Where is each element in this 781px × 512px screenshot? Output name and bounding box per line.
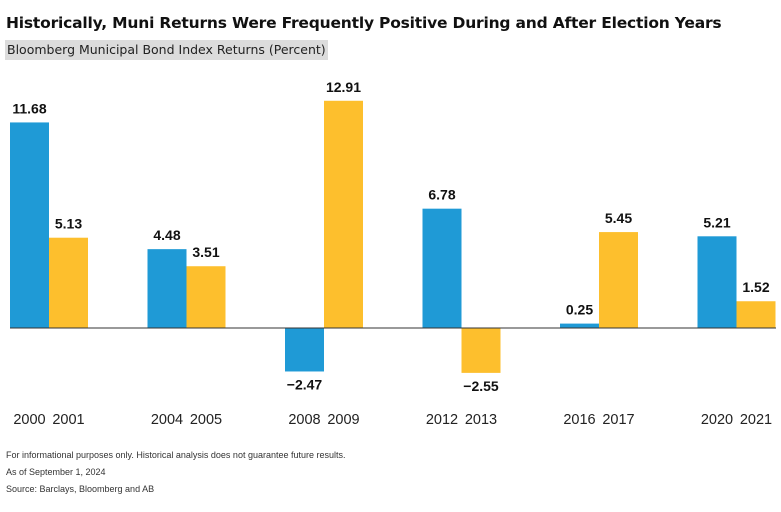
- x-tick-label-2008: 2008: [288, 412, 320, 428]
- x-tick-label-2020: 2020: [701, 412, 733, 428]
- x-tick-label-2009: 2009: [327, 412, 359, 428]
- bar-2012: [422, 208, 462, 328]
- x-tick-label-2005: 2005: [190, 412, 222, 428]
- x-tick-label-2001: 2001: [52, 412, 84, 428]
- data-label-2013: −2.55: [463, 378, 499, 394]
- bar-2013: [461, 328, 501, 373]
- data-label-2008: −2.47: [287, 376, 323, 392]
- bar-2000: [10, 122, 49, 328]
- footnote-disclaimer: For informational purposes only. Histori…: [6, 450, 346, 460]
- data-label-2001: 5.13: [55, 216, 82, 232]
- x-tick-label-2000: 2000: [13, 412, 45, 428]
- x-tick-label-2012: 2012: [426, 412, 458, 428]
- data-label-2004: 4.48: [153, 227, 180, 243]
- bar-2021: [736, 301, 776, 328]
- x-tick-label-2016: 2016: [563, 412, 595, 428]
- data-label-2016: 0.25: [566, 302, 593, 318]
- data-label-2020: 5.21: [703, 214, 730, 230]
- bar-2020: [697, 236, 737, 328]
- footnote-date: As of September 1, 2024: [6, 467, 106, 477]
- x-tick-label-2021: 2021: [740, 412, 772, 428]
- data-label-2021: 1.52: [742, 279, 769, 295]
- data-label-2005: 3.51: [192, 244, 219, 260]
- data-label-2000: 11.68: [12, 100, 46, 116]
- bar-2001: [49, 237, 88, 328]
- x-tick-label-2013: 2013: [465, 412, 497, 428]
- chart-subtitle: Bloomberg Municipal Bond Index Returns (…: [5, 40, 328, 60]
- data-label-2009: 12.91: [326, 79, 361, 95]
- bar-2009: [324, 100, 363, 328]
- chart-title: Historically, Muni Returns Were Frequent…: [6, 14, 722, 32]
- data-label-2017: 5.45: [605, 210, 632, 226]
- x-tick-label-2004: 2004: [151, 412, 183, 428]
- footnote-source: Source: Barclays, Bloomberg and AB: [6, 484, 155, 494]
- x-tick-label-2017: 2017: [602, 412, 634, 428]
- bar-2008: [285, 328, 324, 372]
- data-label-2012: 6.78: [428, 187, 455, 203]
- bar-2004: [147, 249, 187, 328]
- bar-2016: [560, 323, 599, 328]
- bar-2017: [599, 232, 638, 328]
- bar-2005: [186, 266, 226, 328]
